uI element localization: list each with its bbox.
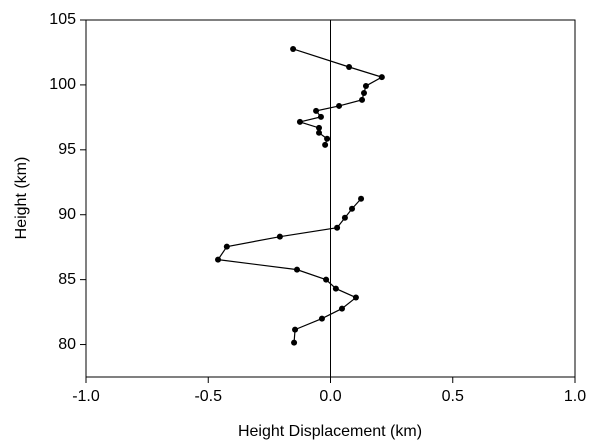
data-point <box>349 205 356 212</box>
data-point <box>334 224 341 231</box>
data-point <box>322 141 329 148</box>
x-tick-label: 0.5 <box>442 388 464 405</box>
data-point <box>378 74 385 81</box>
y-tick-label: 95 <box>58 141 76 158</box>
data-point <box>317 113 324 120</box>
data-point <box>313 107 320 114</box>
data-point <box>296 118 303 125</box>
data-point <box>316 129 323 136</box>
data-point <box>223 243 230 250</box>
data-point <box>352 294 359 301</box>
y-tick-label: 90 <box>58 206 76 223</box>
data-point <box>291 339 298 346</box>
data-line <box>216 198 362 343</box>
data-point <box>358 195 365 202</box>
data-point <box>292 326 299 333</box>
y-tick-label: 100 <box>49 76 76 93</box>
y-tick-label: 85 <box>58 271 76 288</box>
data-point <box>294 266 301 273</box>
x-axis-label: Height Displacement (km) <box>238 423 422 440</box>
x-tick-label: -1.0 <box>72 388 100 405</box>
data-point <box>362 82 369 89</box>
data-point <box>341 214 348 221</box>
data-point <box>290 45 297 52</box>
data-point <box>318 315 325 322</box>
y-axis-label: Height (km) <box>13 157 30 240</box>
data-point <box>336 102 343 109</box>
data-point <box>316 124 323 131</box>
data-point <box>338 305 345 312</box>
x-tick-label: -0.5 <box>194 388 222 405</box>
data-point <box>346 63 353 70</box>
data-point <box>359 96 366 103</box>
data-point <box>332 285 339 292</box>
data-line <box>292 48 384 146</box>
data-point <box>324 135 331 142</box>
data-point <box>360 89 367 96</box>
y-tick-label: 105 <box>49 11 76 28</box>
data-point <box>215 256 222 263</box>
x-tick-label: 1.0 <box>564 388 586 405</box>
data-point <box>276 233 283 240</box>
y-tick-label: 80 <box>58 336 76 353</box>
data-point <box>323 276 330 283</box>
x-tick-label: 0.0 <box>319 388 341 405</box>
